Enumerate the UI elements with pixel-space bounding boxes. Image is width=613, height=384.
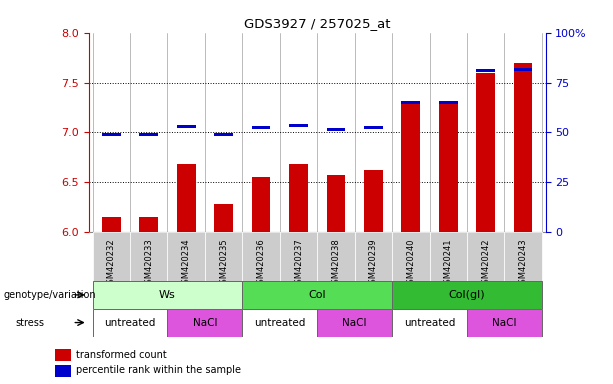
Bar — [252, 177, 270, 232]
Bar — [55, 349, 70, 361]
Bar — [430, 232, 467, 282]
Bar — [93, 232, 130, 282]
Bar — [467, 309, 542, 337]
Text: Ws: Ws — [159, 290, 176, 300]
Bar — [242, 281, 392, 309]
Bar — [177, 164, 196, 232]
Bar — [327, 127, 345, 131]
Text: untreated: untreated — [254, 318, 305, 328]
Bar — [93, 281, 242, 309]
Text: GSM420239: GSM420239 — [369, 238, 378, 289]
Text: NaCl: NaCl — [492, 318, 517, 328]
Bar — [476, 73, 495, 232]
Bar — [476, 69, 495, 73]
Bar — [318, 309, 392, 337]
Bar — [514, 63, 533, 232]
Bar — [139, 217, 158, 232]
Text: Col: Col — [308, 290, 326, 300]
Bar — [364, 126, 383, 129]
Bar — [252, 126, 270, 129]
Bar — [205, 232, 242, 282]
Bar — [364, 170, 383, 232]
Bar — [130, 232, 167, 282]
Bar — [167, 232, 205, 282]
Bar — [55, 365, 70, 377]
Bar — [439, 103, 457, 232]
Bar — [467, 232, 504, 282]
Text: genotype/variation: genotype/variation — [3, 290, 96, 300]
Text: NaCl: NaCl — [343, 318, 367, 328]
Text: GSM420241: GSM420241 — [444, 238, 453, 289]
Bar — [167, 309, 242, 337]
Text: GSM420243: GSM420243 — [519, 238, 528, 289]
Bar — [439, 101, 457, 104]
Text: GSM420240: GSM420240 — [406, 238, 416, 289]
Title: GDS3927 / 257025_at: GDS3927 / 257025_at — [244, 17, 390, 30]
Bar — [392, 281, 542, 309]
Bar — [402, 103, 420, 232]
Bar — [327, 175, 345, 232]
Bar — [504, 232, 542, 282]
Bar — [289, 164, 308, 232]
Text: transformed count: transformed count — [76, 350, 167, 360]
Text: stress: stress — [15, 318, 44, 328]
Bar — [215, 132, 233, 136]
Bar — [102, 132, 121, 136]
Bar — [139, 132, 158, 136]
Text: percentile rank within the sample: percentile rank within the sample — [76, 366, 241, 376]
Bar — [215, 204, 233, 232]
Bar — [392, 232, 430, 282]
Bar — [355, 232, 392, 282]
Text: GSM420238: GSM420238 — [332, 238, 340, 289]
Bar — [289, 124, 308, 127]
Text: Col(gl): Col(gl) — [449, 290, 485, 300]
Bar — [102, 217, 121, 232]
Text: GSM420232: GSM420232 — [107, 238, 116, 289]
Text: GSM420233: GSM420233 — [144, 238, 153, 289]
Bar — [402, 101, 420, 104]
Text: NaCl: NaCl — [192, 318, 217, 328]
Text: GSM420235: GSM420235 — [219, 238, 228, 289]
Text: GSM420236: GSM420236 — [257, 238, 265, 289]
Text: GSM420237: GSM420237 — [294, 238, 303, 289]
Bar — [280, 232, 318, 282]
Bar — [93, 309, 167, 337]
Text: GSM420242: GSM420242 — [481, 238, 490, 289]
Bar — [392, 309, 467, 337]
Bar — [242, 232, 280, 282]
Bar — [514, 68, 533, 71]
Text: untreated: untreated — [104, 318, 156, 328]
Text: untreated: untreated — [404, 318, 455, 328]
Bar — [242, 309, 318, 337]
Bar — [177, 124, 196, 128]
Text: GSM420234: GSM420234 — [181, 238, 191, 289]
Bar — [318, 232, 355, 282]
